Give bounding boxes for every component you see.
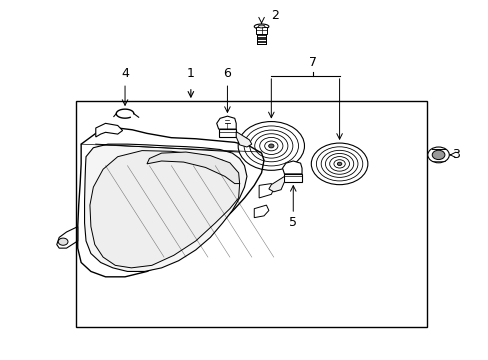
Text: 4: 4 xyxy=(121,67,129,80)
Circle shape xyxy=(268,144,273,148)
Bar xyxy=(255,27,267,34)
Polygon shape xyxy=(236,132,251,147)
Polygon shape xyxy=(96,123,122,137)
Bar xyxy=(218,129,236,137)
Polygon shape xyxy=(268,176,284,192)
Ellipse shape xyxy=(258,25,264,28)
Text: 2: 2 xyxy=(271,9,279,22)
Text: 1: 1 xyxy=(186,67,194,80)
Bar xyxy=(76,101,427,327)
Circle shape xyxy=(337,162,341,166)
Bar xyxy=(284,174,302,182)
Polygon shape xyxy=(84,144,246,271)
Polygon shape xyxy=(216,116,236,129)
Polygon shape xyxy=(57,226,78,248)
Polygon shape xyxy=(147,152,239,184)
Text: 3: 3 xyxy=(451,148,459,161)
Text: 5: 5 xyxy=(289,216,297,229)
Circle shape xyxy=(431,150,444,159)
Polygon shape xyxy=(90,150,239,268)
Circle shape xyxy=(427,147,448,163)
Polygon shape xyxy=(282,161,302,174)
Ellipse shape xyxy=(254,24,268,29)
Circle shape xyxy=(58,238,68,245)
Polygon shape xyxy=(78,128,264,277)
Text: 6: 6 xyxy=(223,67,231,80)
Polygon shape xyxy=(254,205,268,218)
Text: 7: 7 xyxy=(308,56,316,69)
Polygon shape xyxy=(259,184,273,198)
